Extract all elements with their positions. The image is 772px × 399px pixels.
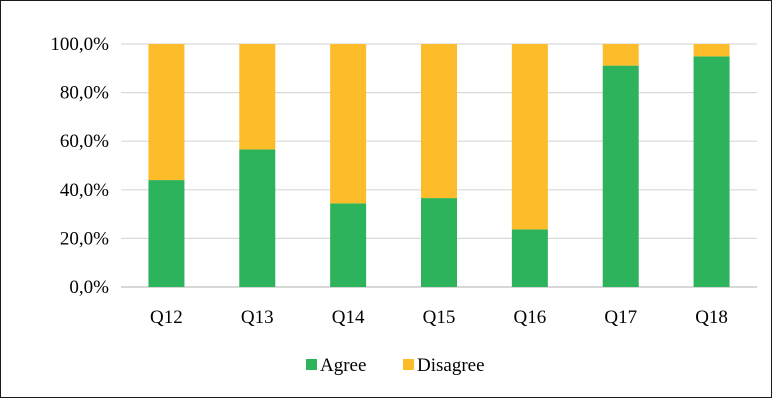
legend-label-disagree: Disagree <box>417 355 485 376</box>
x-tick-label: Q15 <box>423 307 456 328</box>
bar-agree-q14 <box>330 203 367 287</box>
bar-disagree-q16 <box>511 44 548 230</box>
x-axis: Q12 Q13 Q14 Q15 Q16 Q17 Q18 <box>150 307 728 328</box>
legend-label-agree: Agree <box>320 355 366 376</box>
bar-disagree-q18 <box>693 44 730 57</box>
y-tick-label: 20,0% <box>60 228 109 249</box>
bar-disagree-q14 <box>330 44 367 204</box>
x-tick-label: Q16 <box>513 307 546 328</box>
x-tick-label: Q14 <box>332 307 365 328</box>
y-axis: 0,0% 20,0% 40,0% 60,0% 80,0% 100,0% <box>50 34 109 298</box>
legend-swatch-agree <box>306 359 317 370</box>
y-tick-label: 60,0% <box>60 131 109 152</box>
y-tick-label: 40,0% <box>60 180 109 201</box>
legend-swatch-disagree <box>403 359 414 370</box>
x-tick-label: Q17 <box>604 307 637 328</box>
bar-disagree-q12 <box>148 44 185 181</box>
bar-agree-q17 <box>602 65 639 287</box>
bar-agree-q12 <box>148 180 185 287</box>
bar-agree-q15 <box>421 198 457 287</box>
y-tick-label: 80,0% <box>60 83 109 104</box>
bar-disagree-q13 <box>239 44 276 150</box>
x-tick-label: Q12 <box>150 307 183 328</box>
bar-agree-q18 <box>693 56 730 287</box>
y-tick-label: 100,0% <box>50 34 109 55</box>
legend: Agree Disagree <box>306 355 485 376</box>
y-tick-label: 0,0% <box>69 277 109 298</box>
bar-disagree-q17 <box>602 44 639 66</box>
x-tick-label: Q13 <box>241 307 274 328</box>
bar-agree-q16 <box>511 229 548 287</box>
x-tick-label: Q18 <box>695 307 728 328</box>
bars <box>148 44 730 287</box>
bar-agree-q13 <box>239 149 276 287</box>
bar-disagree-q15 <box>421 44 457 199</box>
